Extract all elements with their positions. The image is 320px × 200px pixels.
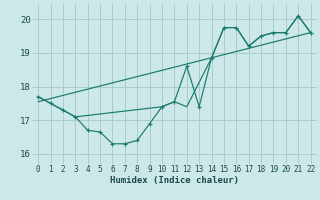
X-axis label: Humidex (Indice chaleur): Humidex (Indice chaleur) [110, 176, 239, 185]
